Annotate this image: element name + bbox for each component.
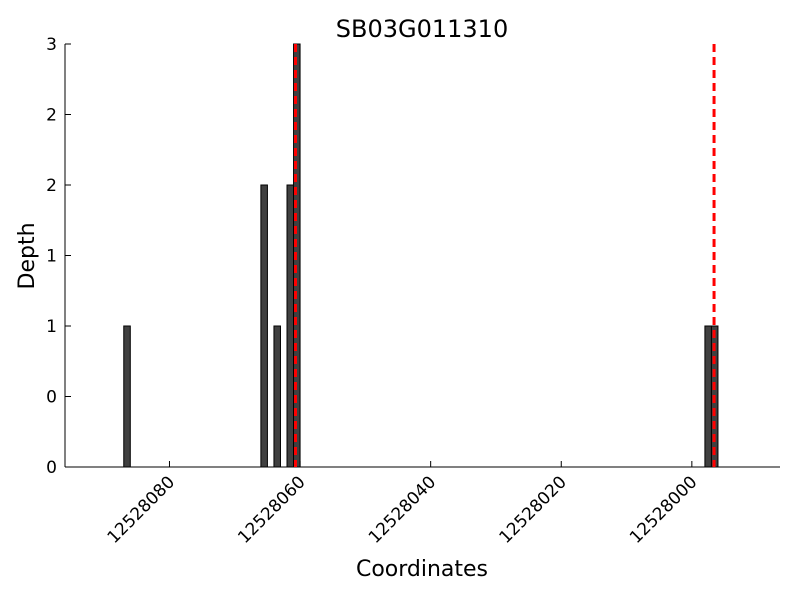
y-tick-label: 2	[46, 106, 57, 126]
x-tick-label: 12528000	[626, 472, 701, 547]
chart-title: SB03G011310	[336, 15, 508, 43]
y-tick-label: 1	[46, 247, 57, 267]
y-tick-label: 0	[46, 388, 57, 408]
y-tick-label: 1	[46, 317, 57, 337]
x-tick-label: 12528020	[495, 472, 570, 547]
x-tick-label: 12528060	[234, 472, 309, 547]
bar	[286, 184, 295, 468]
y-tick-label: 3	[46, 35, 57, 55]
bar	[273, 325, 281, 468]
x-tick-label: 12528080	[104, 472, 179, 547]
x-tick-label: 12528040	[365, 472, 440, 547]
x-axis-label: Coordinates	[356, 557, 488, 582]
y-axis-label: Depth	[15, 222, 40, 289]
y-tick-label: 0	[46, 458, 57, 478]
bar	[704, 325, 712, 468]
y-tick-label: 2	[46, 176, 57, 196]
bar	[123, 325, 131, 468]
bar	[260, 184, 268, 468]
